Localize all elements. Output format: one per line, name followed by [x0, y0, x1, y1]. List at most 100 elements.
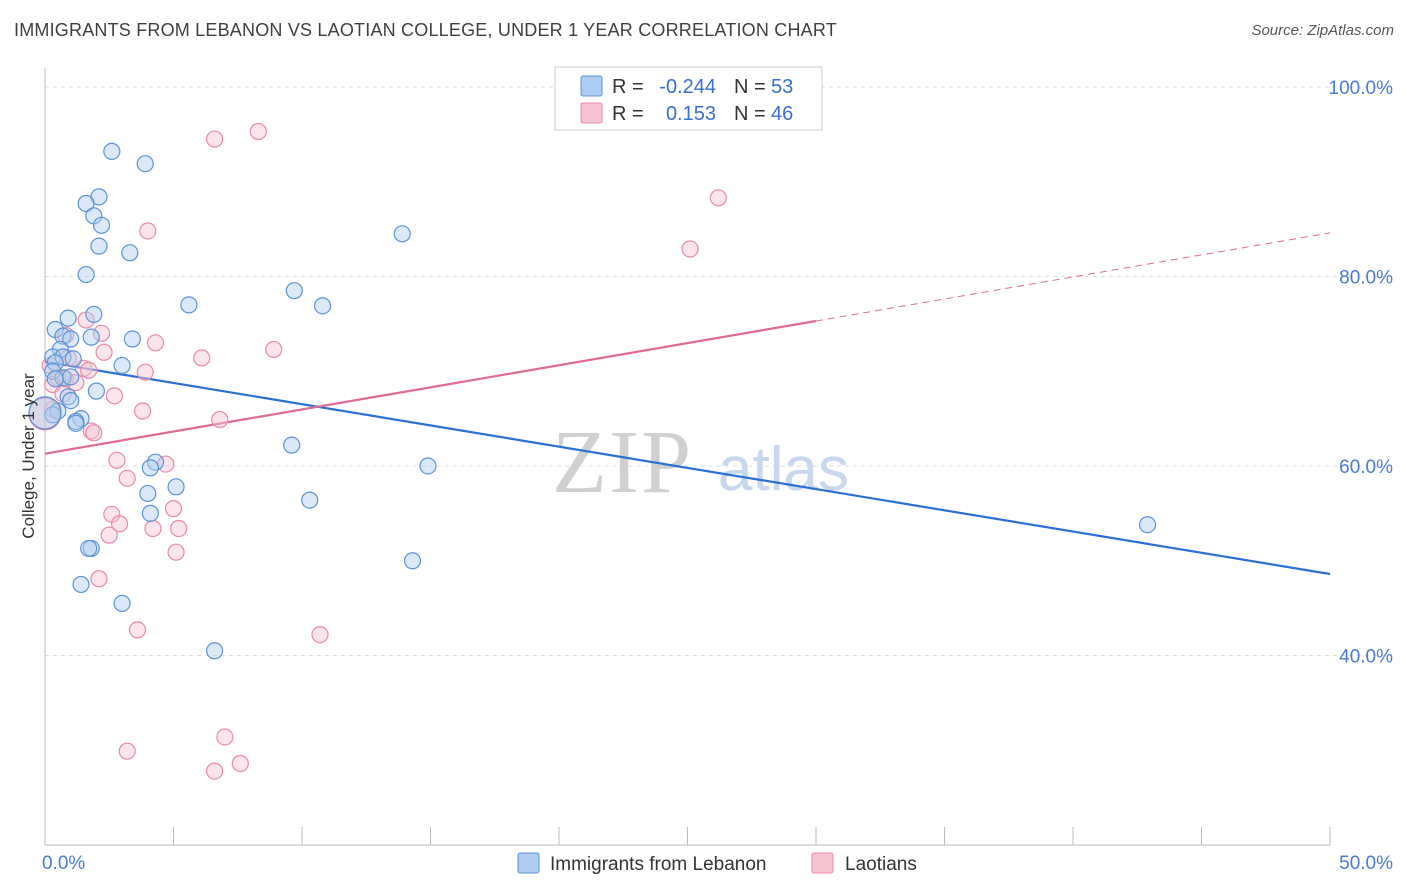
legend-n-label-1: N = — [734, 76, 766, 98]
point-laotians-6 — [92, 324, 111, 342]
point-laotians-37 — [167, 543, 185, 561]
point-laotians-33 — [110, 515, 129, 533]
point-lebanon-19 — [123, 330, 141, 348]
point-lebanon-40 — [419, 457, 437, 475]
legend-r-label-2: R = — [612, 103, 644, 125]
point-lebanon-7 — [90, 237, 108, 255]
point-lebanon-43 — [167, 478, 185, 496]
y-tick-labels: 40.0% 60.0% 80.0% 100.0% — [1329, 78, 1394, 668]
series-legend-swatch-laotians — [811, 852, 834, 874]
point-laotians-30 — [118, 469, 136, 487]
series-legend-swatch-lebanon — [517, 852, 540, 874]
point-lebanon-8 — [121, 244, 139, 262]
point-laotians-2 — [709, 189, 727, 207]
point-lebanon-32 — [62, 391, 80, 410]
point-laotians-31 — [164, 500, 183, 518]
point-laotians-40 — [311, 626, 329, 644]
point-laotians-42 — [118, 742, 136, 760]
correlation-legend: R = -0.244 N = 53 R = 0.153 N = 46 — [554, 66, 823, 131]
chart-title: IMMIGRANTS FROM LEBANON VS LAOTIAN COLLE… — [14, 20, 837, 40]
point-lebanon-12 — [313, 297, 332, 315]
point-lebanon-28 — [46, 370, 64, 388]
point-lebanon-52 — [113, 594, 131, 612]
point-laotians-35 — [170, 519, 188, 538]
point-laotians-14 — [80, 361, 98, 379]
legend-swatch-pink — [580, 102, 603, 124]
point-lebanon-6 — [393, 225, 411, 243]
watermark-zip: ZIP — [552, 413, 693, 512]
point-lebanon-51 — [72, 575, 90, 594]
y-tick-label: 100.0% — [1329, 78, 1394, 99]
point-lebanon-0 — [103, 142, 121, 160]
point-lebanon-18 — [62, 330, 80, 348]
point-lebanon-38 — [67, 414, 85, 432]
legend-n-label-2: N = — [734, 103, 766, 125]
point-laotians-7 — [146, 334, 165, 352]
series-legend: Immigrants from Lebanon Laotians — [517, 852, 917, 875]
point-laotians-3 — [139, 222, 157, 240]
point-lebanon-44 — [139, 484, 157, 503]
legend-swatch-blue — [580, 75, 603, 97]
point-lebanon-29 — [62, 368, 80, 386]
point-laotians-25 — [211, 410, 229, 429]
point-lebanon-14 — [59, 309, 77, 327]
point-laotians-44 — [206, 762, 224, 780]
point-laotians-34 — [144, 519, 162, 538]
point-laotians-43 — [231, 754, 249, 773]
point-laotians-21 — [105, 387, 123, 405]
point-laotians-1 — [206, 130, 224, 148]
trend-lines — [44, 232, 1331, 576]
x-tick-label-min: 0.0% — [42, 853, 85, 874]
point-laotians-24 — [134, 402, 152, 420]
x-tick-label-max: 50.0% — [1339, 853, 1393, 874]
point-lebanon-45 — [301, 491, 319, 509]
point-laotians-8 — [265, 340, 283, 359]
y-tick-label: 60.0% — [1339, 457, 1393, 478]
trend-line-1 — [44, 319, 817, 455]
grid-lines — [45, 86, 1392, 656]
point-lebanon-17 — [82, 328, 100, 346]
series-legend-label-laotians: Laotians — [845, 854, 917, 875]
legend-n-value-2: 46 — [771, 103, 793, 125]
y-tick-label: 40.0% — [1339, 646, 1393, 667]
point-lebanon-5 — [92, 216, 111, 234]
source-note: Source: ZipAtlas.com — [1251, 22, 1394, 39]
point-lebanon-39 — [283, 436, 301, 454]
point-lebanon-48 — [80, 539, 98, 558]
legend-r-label-1: R = — [612, 76, 644, 98]
point-lebanon-30 — [87, 382, 106, 400]
y-axis-label: College, Under 1 year — [19, 373, 38, 539]
data-points — [28, 122, 1157, 780]
point-lebanon-50 — [1138, 516, 1157, 534]
series-legend-label-lebanon: Immigrants from Lebanon — [550, 854, 767, 875]
trend-line-0 — [44, 360, 1331, 576]
point-lebanon-1 — [136, 155, 154, 173]
legend-n-value-1: 53 — [771, 76, 793, 98]
point-laotians-41 — [216, 728, 234, 746]
point-laotians-15 — [136, 363, 154, 381]
trend-line-extension-1 — [815, 232, 1331, 322]
point-laotians-39 — [128, 621, 147, 639]
point-laotians-27 — [85, 424, 103, 442]
point-lebanon-10 — [285, 282, 303, 300]
point-lebanon-11 — [180, 296, 198, 314]
point-lebanon-36 — [72, 409, 90, 428]
point-lebanon-23 — [64, 350, 82, 368]
point-lebanon-49 — [403, 552, 422, 570]
point-lebanon-3 — [77, 194, 95, 213]
point-laotians-38 — [90, 570, 108, 588]
point-laotians-0 — [249, 122, 267, 141]
point-lebanon-9 — [77, 265, 95, 284]
legend-r-value-1: -0.244 — [659, 76, 716, 98]
point-lebanon-35 — [28, 396, 62, 430]
watermark-atlas: atlas — [718, 435, 849, 504]
point-lebanon-25 — [113, 356, 131, 375]
point-lebanon-46 — [141, 504, 159, 522]
point-laotians-36 — [100, 526, 118, 544]
point-laotians-11 — [193, 349, 211, 367]
legend-r-value-2: 0.153 — [666, 103, 716, 125]
point-laotians-4 — [681, 240, 699, 258]
point-laotians-28 — [108, 451, 126, 469]
point-lebanon-42 — [141, 459, 159, 477]
